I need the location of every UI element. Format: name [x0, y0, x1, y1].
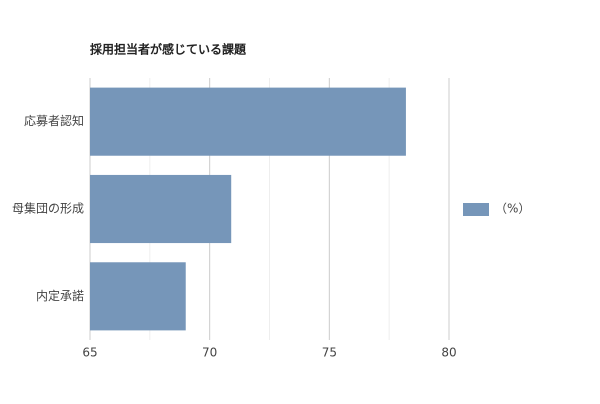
legend-swatch: [463, 203, 489, 216]
y-tick-label: 母集団の形成: [12, 201, 84, 216]
bar: [90, 87, 406, 156]
y-tick-label: 応募者認知: [24, 113, 84, 128]
bar: [90, 174, 232, 244]
x-tick-label: 75: [322, 346, 337, 360]
y-tick-label: 内定承諾: [36, 288, 84, 303]
chart-title: 採用担当者が感じている課題: [90, 42, 247, 57]
legend-label: （%）: [495, 202, 530, 216]
bar: [90, 262, 186, 331]
x-tick-label: 65: [82, 346, 97, 360]
x-tick-label: 80: [441, 346, 456, 360]
x-tick-label: 70: [202, 346, 217, 360]
